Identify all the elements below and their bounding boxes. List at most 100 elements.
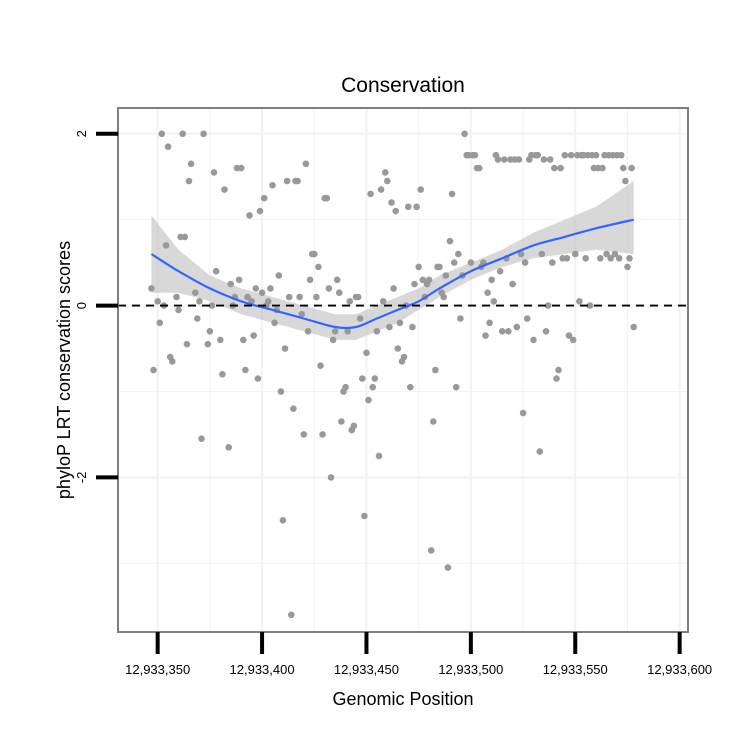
- data-point: [576, 298, 583, 305]
- data-point: [546, 156, 554, 163]
- x-tick-label: 12,933,450: [334, 662, 399, 677]
- data-point: [256, 207, 264, 215]
- data-point: [365, 396, 372, 404]
- data-point: [375, 452, 383, 460]
- data-point: [254, 375, 262, 382]
- data-point: [607, 254, 614, 262]
- smooth-line-layer: [150, 218, 634, 330]
- data-point: [521, 259, 529, 266]
- data-point: [517, 250, 525, 258]
- data-point: [333, 276, 341, 284]
- data-point: [582, 254, 589, 262]
- data-point: [164, 143, 172, 150]
- data-point: [415, 263, 423, 271]
- data-point: [196, 298, 203, 305]
- data-point: [338, 418, 345, 425]
- data-point: [150, 366, 157, 374]
- data-point: [311, 250, 318, 258]
- data-point: [572, 250, 579, 258]
- data-point: [285, 293, 293, 301]
- data-point: [411, 280, 418, 288]
- data-point: [567, 151, 575, 159]
- data-point: [523, 315, 531, 322]
- data-point: [206, 328, 214, 335]
- data-point: [617, 151, 625, 159]
- data-point: [173, 293, 180, 301]
- x-tick-label: 12,933,350: [125, 662, 190, 677]
- data-point: [563, 254, 571, 262]
- x-axis-label: Genomic Position: [332, 689, 473, 709]
- data-point: [288, 611, 295, 619]
- data-point: [551, 164, 558, 172]
- data-point: [496, 267, 504, 275]
- data-point: [327, 474, 335, 481]
- data-point: [277, 388, 285, 395]
- x-tick-label: 12,933,600: [647, 662, 712, 677]
- data-point: [361, 512, 368, 520]
- data-point: [392, 207, 400, 215]
- data-point: [344, 328, 352, 335]
- data-point: [237, 164, 245, 172]
- data-point: [359, 375, 366, 382]
- data-point: [630, 323, 637, 331]
- data-point: [509, 280, 516, 288]
- data-point: [536, 448, 544, 455]
- data-point: [603, 250, 610, 258]
- data-point: [265, 298, 272, 305]
- y-tick-label: 2: [74, 130, 89, 137]
- smooth-line: [150, 218, 634, 330]
- data-point: [542, 328, 550, 335]
- data-point: [162, 242, 170, 249]
- data-point: [436, 263, 443, 271]
- data-point: [267, 285, 274, 292]
- data-point: [446, 237, 454, 245]
- data-point: [304, 328, 312, 335]
- data-point: [467, 259, 475, 266]
- data-point: [544, 302, 552, 309]
- data-point: [379, 298, 387, 305]
- data-point: [442, 272, 450, 279]
- data-point: [457, 315, 464, 322]
- data-point: [455, 250, 462, 258]
- data-point: [515, 156, 523, 163]
- data-point: [557, 164, 564, 172]
- data-point: [482, 332, 489, 339]
- data-point: [300, 431, 308, 438]
- data-point: [200, 130, 207, 138]
- data-point: [419, 276, 427, 284]
- data-point: [413, 203, 420, 211]
- data-point: [302, 160, 310, 168]
- data-point: [498, 328, 506, 335]
- data-point: [323, 194, 331, 202]
- data-point: [561, 151, 569, 159]
- data-point: [505, 328, 512, 335]
- x-axis: 12,933,350 12,933,400 12,933,450 12,933,500…: [125, 632, 712, 677]
- points-layer: [148, 130, 637, 619]
- data-point: [475, 164, 483, 172]
- data-point: [363, 349, 370, 357]
- x-tick-label: 12,933,400: [230, 662, 295, 677]
- data-point: [181, 233, 189, 241]
- data-point: [592, 151, 600, 159]
- data-point: [208, 302, 216, 309]
- data-point: [367, 190, 374, 198]
- data-point: [244, 293, 251, 301]
- data-point: [212, 267, 220, 275]
- data-point: [425, 276, 433, 284]
- data-point: [432, 366, 439, 374]
- data-point: [622, 177, 629, 185]
- data-point: [388, 199, 395, 206]
- y-tick-label: 0: [74, 302, 89, 309]
- data-point: [624, 263, 631, 271]
- data-point: [615, 254, 623, 262]
- data-point: [404, 203, 412, 211]
- data-point: [306, 276, 314, 284]
- data-point: [194, 315, 201, 322]
- data-point: [369, 383, 377, 391]
- data-point: [565, 332, 573, 339]
- data-point: [599, 164, 606, 172]
- x-tick-label: 12,933,500: [438, 662, 503, 677]
- data-point: [198, 435, 205, 443]
- data-point: [386, 323, 393, 331]
